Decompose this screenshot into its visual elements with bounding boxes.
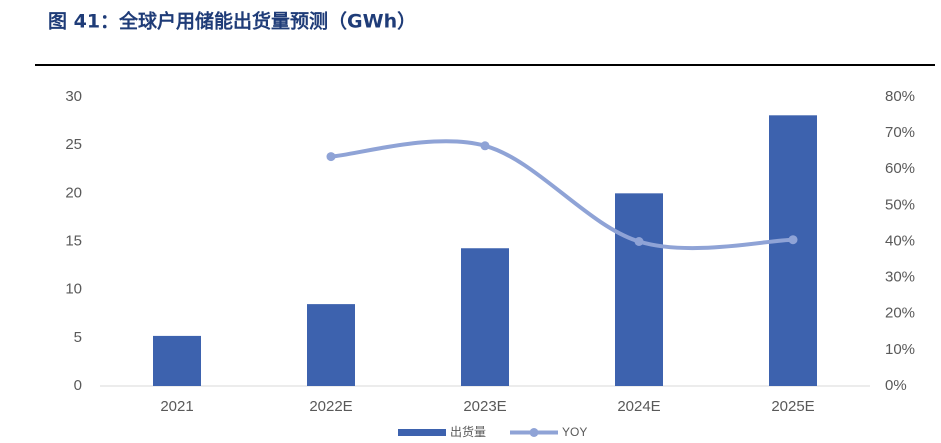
- chart-title: 图 41：全球户用储能出货量预测（GWh）: [48, 10, 416, 33]
- y-tick-label: 25: [65, 136, 82, 153]
- x-tick-label: 2022E: [309, 398, 352, 415]
- x-tick-label: 2023E: [463, 398, 506, 415]
- x-tick-label: 2021: [160, 398, 193, 415]
- line-point: [480, 141, 490, 151]
- y2-tick-label: 40%: [885, 232, 915, 249]
- y-tick-label: 30: [65, 88, 82, 105]
- y-tick-label: 15: [65, 232, 82, 249]
- legend-swatch: [529, 428, 539, 437]
- y-tick-label: 10: [65, 281, 82, 298]
- y2-tick-label: 60%: [885, 160, 915, 177]
- y2-tick-label: 30%: [885, 269, 915, 286]
- y2-tick-label: 50%: [885, 196, 915, 213]
- x-tick-label: 2025E: [771, 398, 814, 415]
- bar: [307, 304, 355, 386]
- y2-tick-label: 70%: [885, 124, 915, 141]
- bar: [615, 193, 663, 386]
- y2-tick-label: 20%: [885, 305, 915, 322]
- y-tick-label: 20: [65, 184, 82, 201]
- line-point: [326, 152, 336, 162]
- legend-label: YOY: [562, 425, 587, 439]
- y-tick-label: 5: [74, 329, 82, 346]
- legend-label: 出货量: [450, 424, 486, 439]
- line-point: [634, 237, 644, 246]
- bar: [153, 335, 201, 386]
- y2-tick-label: 0%: [885, 377, 907, 394]
- legend-swatch: [398, 429, 446, 436]
- y-tick-label: 0: [74, 377, 82, 394]
- line-point: [788, 235, 798, 245]
- y2-tick-label: 10%: [885, 341, 915, 358]
- bar: [461, 248, 509, 386]
- x-tick-label: 2024E: [617, 398, 660, 415]
- bar: [769, 115, 817, 386]
- line: [330, 139, 794, 251]
- y2-tick-label: 80%: [885, 88, 915, 105]
